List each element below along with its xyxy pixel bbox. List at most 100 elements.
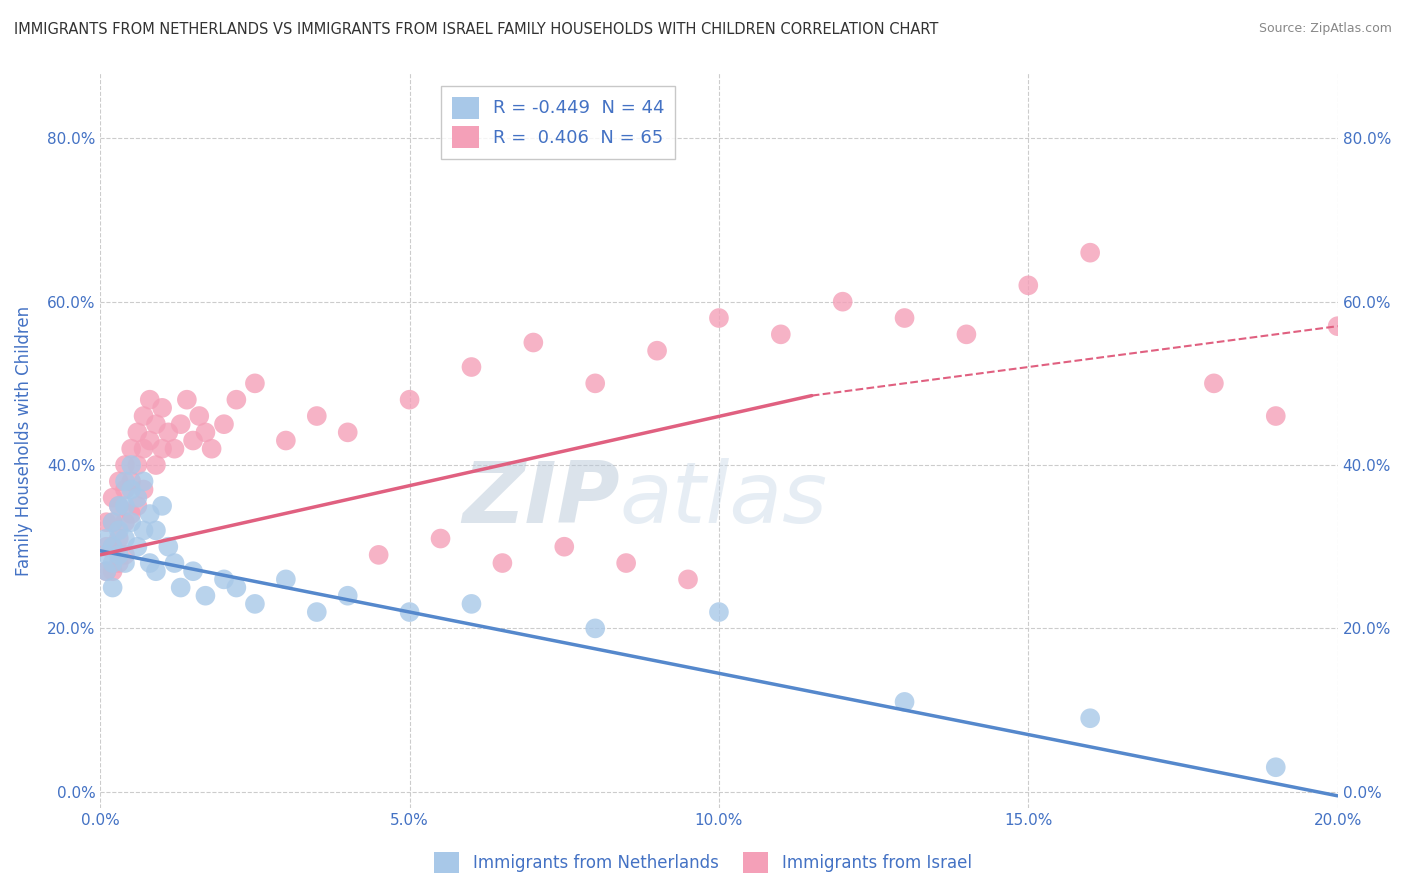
- Point: [127, 540, 149, 554]
- Point: [101, 515, 124, 529]
- Point: [707, 605, 730, 619]
- Point: [145, 564, 167, 578]
- Point: [150, 401, 173, 415]
- Point: [150, 499, 173, 513]
- Point: [163, 442, 186, 456]
- Point: [108, 524, 131, 538]
- Point: [108, 532, 131, 546]
- Point: [645, 343, 668, 358]
- Text: IMMIGRANTS FROM NETHERLANDS VS IMMIGRANTS FROM ISRAEL FAMILY HOUSEHOLDS WITH CHI: IMMIGRANTS FROM NETHERLANDS VS IMMIGRANT…: [14, 22, 938, 37]
- Point: [101, 515, 124, 529]
- Point: [96, 564, 118, 578]
- Point: [139, 392, 162, 407]
- Point: [194, 589, 217, 603]
- Point: [707, 311, 730, 326]
- Point: [1264, 409, 1286, 423]
- Point: [1078, 711, 1101, 725]
- Point: [157, 425, 180, 440]
- Point: [139, 556, 162, 570]
- Point: [114, 556, 136, 570]
- Point: [120, 507, 142, 521]
- Point: [108, 499, 131, 513]
- Point: [114, 515, 136, 529]
- Point: [1264, 760, 1286, 774]
- Point: [336, 425, 359, 440]
- Point: [108, 475, 131, 489]
- Point: [132, 442, 155, 456]
- Point: [367, 548, 389, 562]
- Point: [114, 499, 136, 513]
- Point: [201, 442, 224, 456]
- Point: [101, 540, 124, 554]
- Point: [127, 425, 149, 440]
- Point: [132, 524, 155, 538]
- Point: [583, 376, 606, 391]
- Point: [114, 483, 136, 497]
- Text: atlas: atlas: [620, 458, 828, 541]
- Point: [96, 540, 118, 554]
- Point: [893, 695, 915, 709]
- Point: [460, 359, 482, 374]
- Point: [139, 434, 162, 448]
- Point: [120, 442, 142, 456]
- Point: [101, 491, 124, 505]
- Point: [583, 621, 606, 635]
- Point: [831, 294, 853, 309]
- Point: [132, 475, 155, 489]
- Point: [163, 556, 186, 570]
- Y-axis label: Family Households with Children: Family Households with Children: [15, 305, 32, 575]
- Point: [614, 556, 637, 570]
- Legend: Immigrants from Netherlands, Immigrants from Israel: Immigrants from Netherlands, Immigrants …: [427, 846, 979, 880]
- Point: [96, 515, 118, 529]
- Point: [212, 417, 235, 432]
- Point: [114, 548, 136, 562]
- Point: [491, 556, 513, 570]
- Point: [1326, 319, 1348, 334]
- Point: [274, 573, 297, 587]
- Point: [955, 327, 977, 342]
- Point: [120, 458, 142, 472]
- Text: Source: ZipAtlas.com: Source: ZipAtlas.com: [1258, 22, 1392, 36]
- Point: [145, 417, 167, 432]
- Point: [120, 475, 142, 489]
- Point: [132, 483, 155, 497]
- Point: [96, 564, 118, 578]
- Point: [188, 409, 211, 423]
- Point: [305, 605, 328, 619]
- Point: [769, 327, 792, 342]
- Point: [108, 556, 131, 570]
- Point: [108, 499, 131, 513]
- Point: [460, 597, 482, 611]
- Point: [398, 605, 420, 619]
- Point: [145, 524, 167, 538]
- Point: [139, 507, 162, 521]
- Point: [274, 434, 297, 448]
- Point: [114, 458, 136, 472]
- Point: [114, 475, 136, 489]
- Point: [336, 589, 359, 603]
- Point: [96, 532, 118, 546]
- Point: [893, 311, 915, 326]
- Point: [553, 540, 575, 554]
- Point: [101, 556, 124, 570]
- Point: [1017, 278, 1039, 293]
- Point: [127, 458, 149, 472]
- Point: [398, 392, 420, 407]
- Point: [170, 417, 193, 432]
- Point: [181, 564, 204, 578]
- Point: [170, 581, 193, 595]
- Point: [101, 581, 124, 595]
- Point: [96, 548, 118, 562]
- Point: [157, 540, 180, 554]
- Point: [522, 335, 544, 350]
- Legend: R = -0.449  N = 44, R =  0.406  N = 65: R = -0.449 N = 44, R = 0.406 N = 65: [440, 86, 675, 159]
- Point: [127, 491, 149, 505]
- Point: [145, 458, 167, 472]
- Point: [101, 540, 124, 554]
- Point: [127, 499, 149, 513]
- Point: [114, 532, 136, 546]
- Point: [1202, 376, 1225, 391]
- Point: [108, 548, 131, 562]
- Point: [176, 392, 198, 407]
- Point: [212, 573, 235, 587]
